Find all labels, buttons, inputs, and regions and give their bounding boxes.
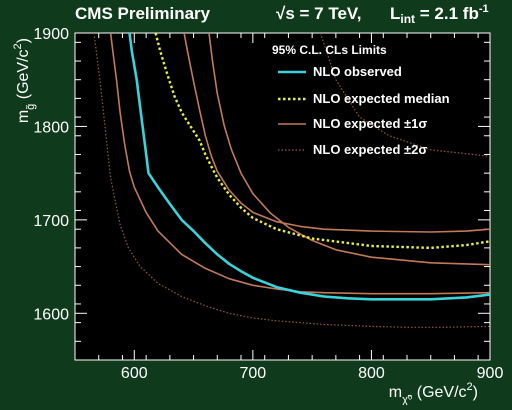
legend-label: NLO expected median [313, 91, 450, 106]
series-line [93, 33, 490, 328]
series-line [128, 33, 490, 301]
plot-area [74, 32, 491, 361]
y-tick-label: 1900 [33, 26, 69, 43]
legend-label: NLO observed [313, 64, 402, 79]
legend-label: NLO expected ±1σ [313, 116, 427, 131]
x-tick-label: 700 [240, 365, 267, 382]
y-tick-label: 1600 [33, 306, 69, 323]
luminosity-label: Lint = 2.1 fb-1 [390, 3, 489, 26]
energy-label: √s = 7 TeV, [276, 4, 361, 23]
y-tick-label: 1700 [33, 213, 69, 230]
x-axis-label: mχ̃⁰ (GeV/c2) [389, 381, 478, 405]
series-layer [93, 33, 490, 328]
x-tick-label: 900 [477, 365, 504, 382]
axis-ticks: 600 700 800 900 1600 1700 1800 1900 [33, 26, 503, 382]
legend-label: NLO expected ±2σ [313, 142, 427, 157]
series-line [208, 33, 490, 266]
series-line [109, 33, 490, 295]
y-tick-label: 1800 [33, 119, 69, 136]
experiment-label: CMS Preliminary [75, 4, 211, 23]
x-tick-label: 600 [121, 365, 148, 382]
series-line [183, 33, 490, 233]
y-axis-label: mg̃ (GeV/c2) [12, 38, 37, 123]
x-tick-label: 800 [358, 365, 385, 382]
series-line [319, 33, 490, 157]
legend: 95% C.L. CLs Limits NLO observed NLO expe… [272, 43, 450, 157]
series-line [154, 33, 490, 250]
legend-title: 95% C.L. CLs Limits [272, 43, 387, 57]
